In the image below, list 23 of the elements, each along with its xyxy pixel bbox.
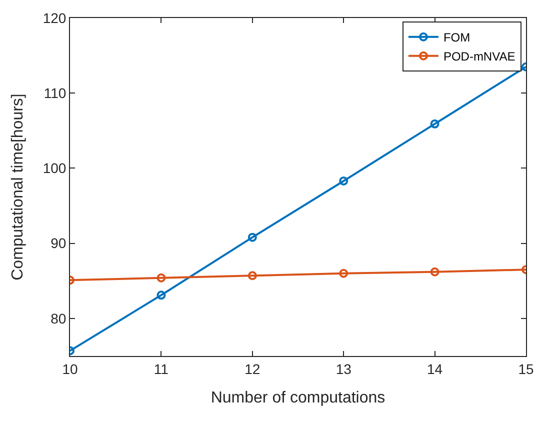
x-tick-label: 11 — [154, 360, 169, 377]
y-tick-label: 80 — [50, 310, 66, 326]
point — [339, 268, 348, 278]
point — [430, 267, 440, 276]
legend-label: POD-mNVAE — [443, 50, 516, 64]
y-axis-title: Computational time[hours] — [10, 94, 27, 280]
x-tick-label: 14 — [427, 360, 443, 377]
x-tick-label: 15 — [518, 360, 534, 377]
point — [248, 232, 257, 242]
point — [430, 119, 440, 128]
point — [339, 176, 348, 186]
point — [248, 271, 257, 280]
y-tick-label: 120 — [42, 10, 66, 26]
x-tick-label: 13 — [336, 360, 352, 377]
legend-label: FOM — [443, 30, 470, 45]
point — [156, 273, 166, 282]
x-tick-label: 10 — [62, 360, 78, 377]
y-tick-label: 100 — [42, 160, 66, 176]
x-tick-label: 12 — [244, 360, 260, 377]
x-axis-title: Number of computations — [210, 390, 386, 406]
y-tick-label: 90 — [50, 235, 66, 252]
point — [156, 290, 166, 300]
y-tick-label: 110 — [44, 85, 66, 102]
